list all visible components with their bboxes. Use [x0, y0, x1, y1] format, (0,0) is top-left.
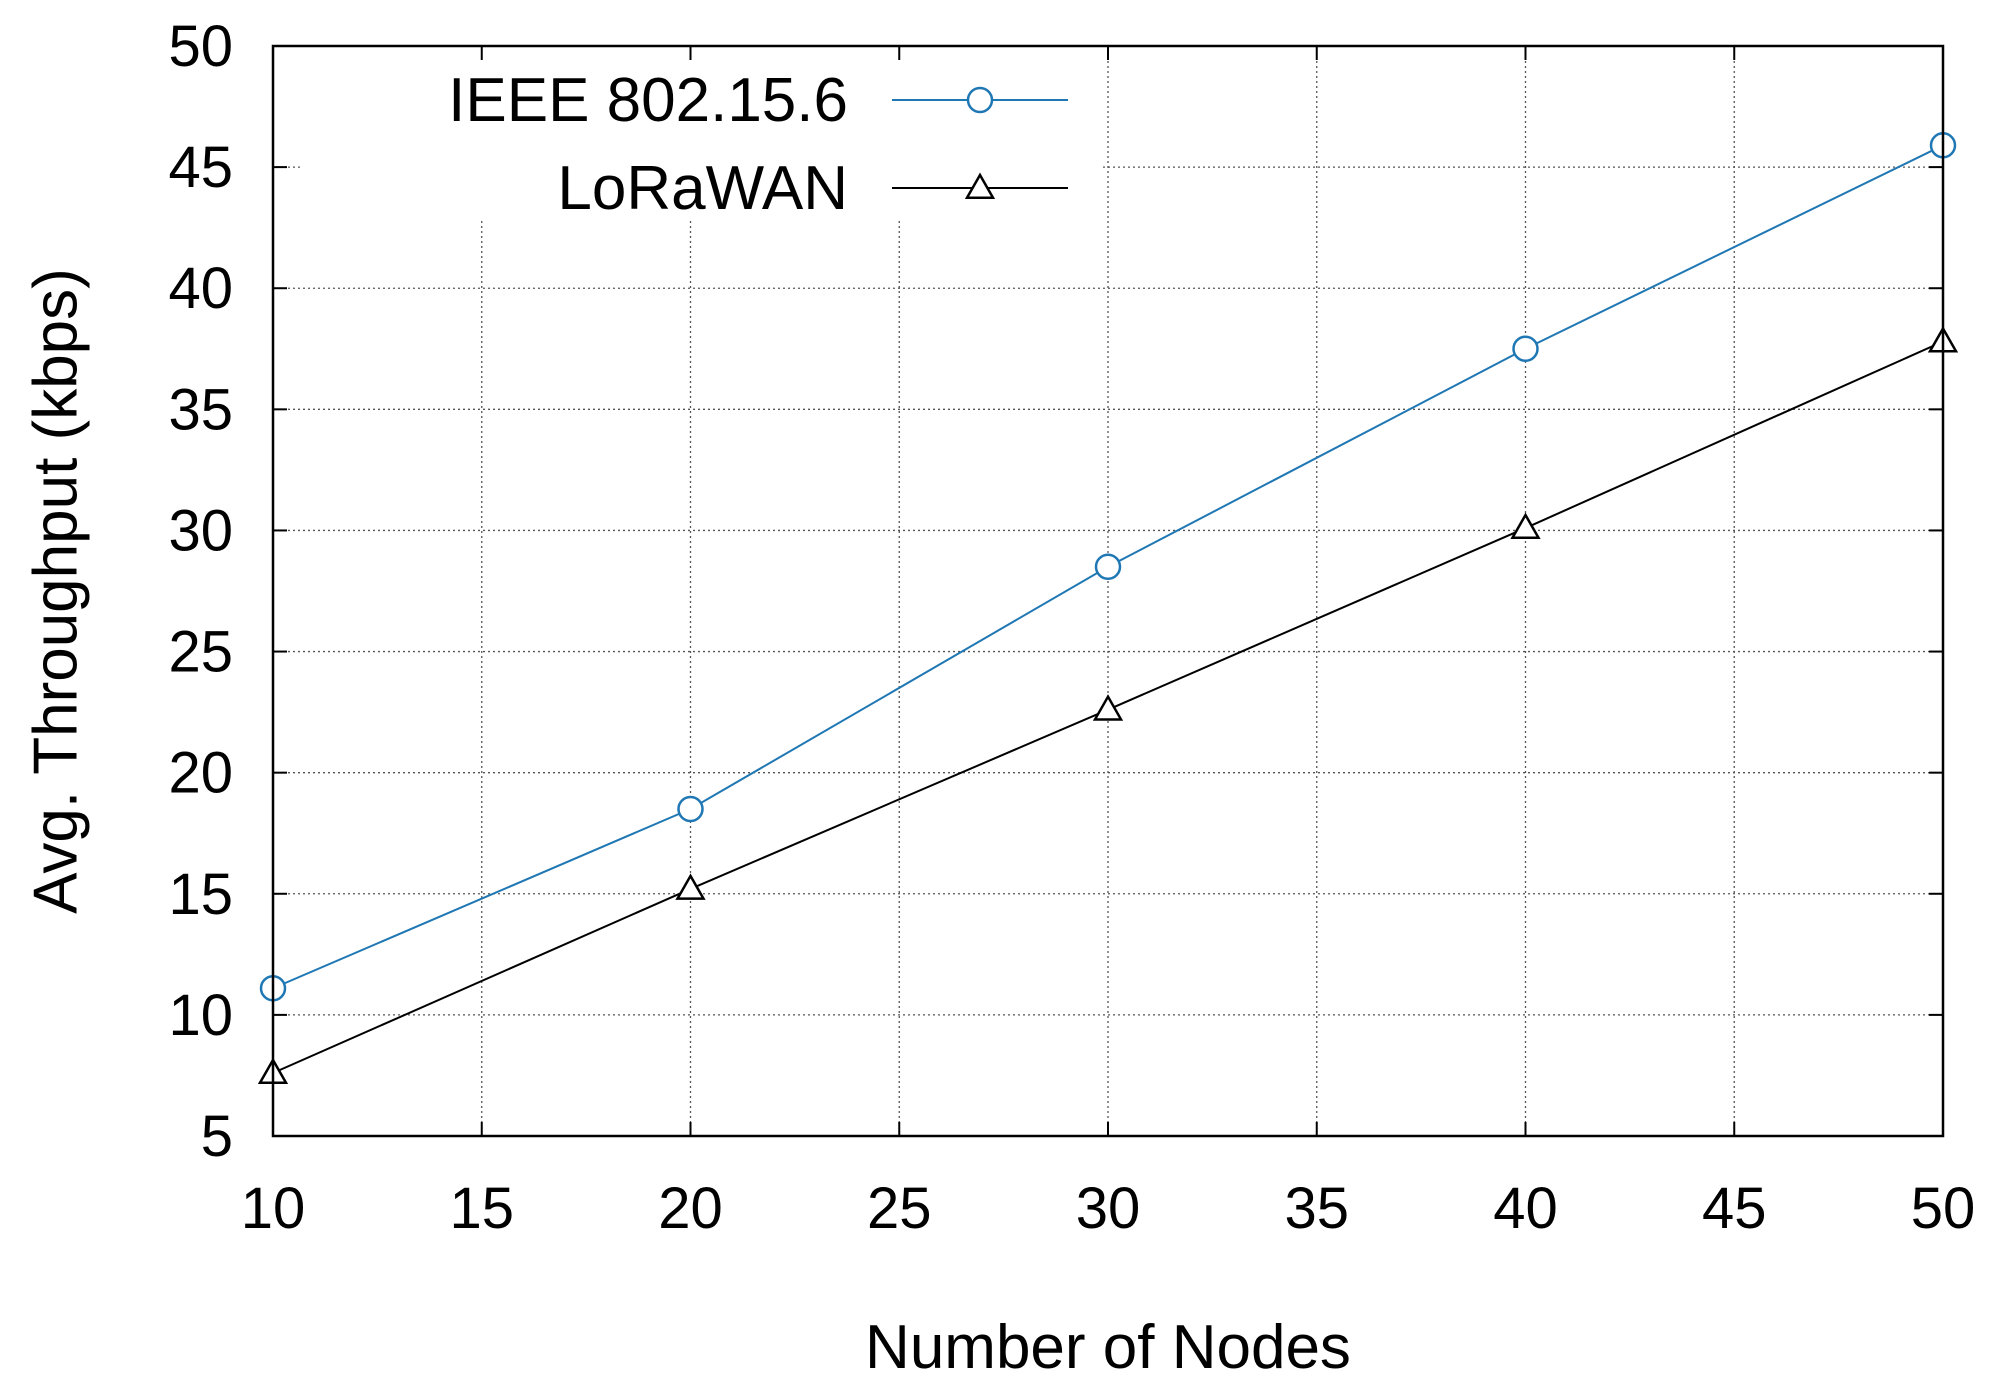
y-tick-label: 50: [168, 14, 233, 79]
y-tick-label: 20: [168, 741, 233, 806]
x-tick-label: 35: [1284, 1176, 1349, 1241]
y-tick-label: 30: [168, 498, 233, 563]
y-tick-label: 40: [168, 256, 233, 321]
x-tick-label: 40: [1493, 1176, 1558, 1241]
y-tick-label: 15: [168, 862, 233, 927]
y-tick-label: 5: [201, 1104, 233, 1169]
y-axis-title: Avg. Throughput (kbps): [21, 268, 90, 914]
series-layer: [257, 132, 1959, 1085]
legend-background: [300, 60, 1100, 220]
axis-ticks: [272, 45, 1944, 1137]
data-point-lorawan: [1092, 694, 1124, 721]
data-point-lorawan: [675, 873, 706, 900]
x-tick-label: 30: [1076, 1176, 1141, 1241]
data-point-lorawan: [1510, 512, 1541, 540]
x-tick-label: 15: [449, 1176, 514, 1241]
data-point-ieee-802-15-6: [1094, 553, 1122, 581]
grid-lines: [273, 46, 1943, 1136]
x-tick-label: 20: [658, 1176, 723, 1241]
x-tick-label: 45: [1702, 1176, 1767, 1241]
y-tick-label: 45: [168, 135, 233, 200]
legend-label-lorawan: LoRaWAN: [557, 154, 848, 223]
data-point-ieee-802-15-6: [677, 795, 704, 823]
x-tick-label: 25: [867, 1176, 932, 1241]
legend-marker-lorawan: [964, 172, 996, 199]
y-tick-label: 25: [168, 620, 233, 685]
y-tick-label: 10: [168, 983, 233, 1048]
y-tick-label: 35: [168, 377, 233, 442]
data-point-ieee-802-15-6: [1512, 335, 1539, 363]
legend: IEEE 802.15.6 LoRaWAN: [448, 66, 1068, 223]
series-ieee-802-15-6: [259, 132, 1957, 1002]
legend-marker-ieee-802-15-6: [966, 86, 994, 114]
x-tick-label: 50: [1911, 1176, 1976, 1241]
legend-label-ieee-802-15-6: IEEE 802.15.6: [448, 66, 848, 135]
x-axis-title: Number of Nodes: [865, 1313, 1351, 1382]
x-tick-label: 10: [241, 1176, 306, 1241]
